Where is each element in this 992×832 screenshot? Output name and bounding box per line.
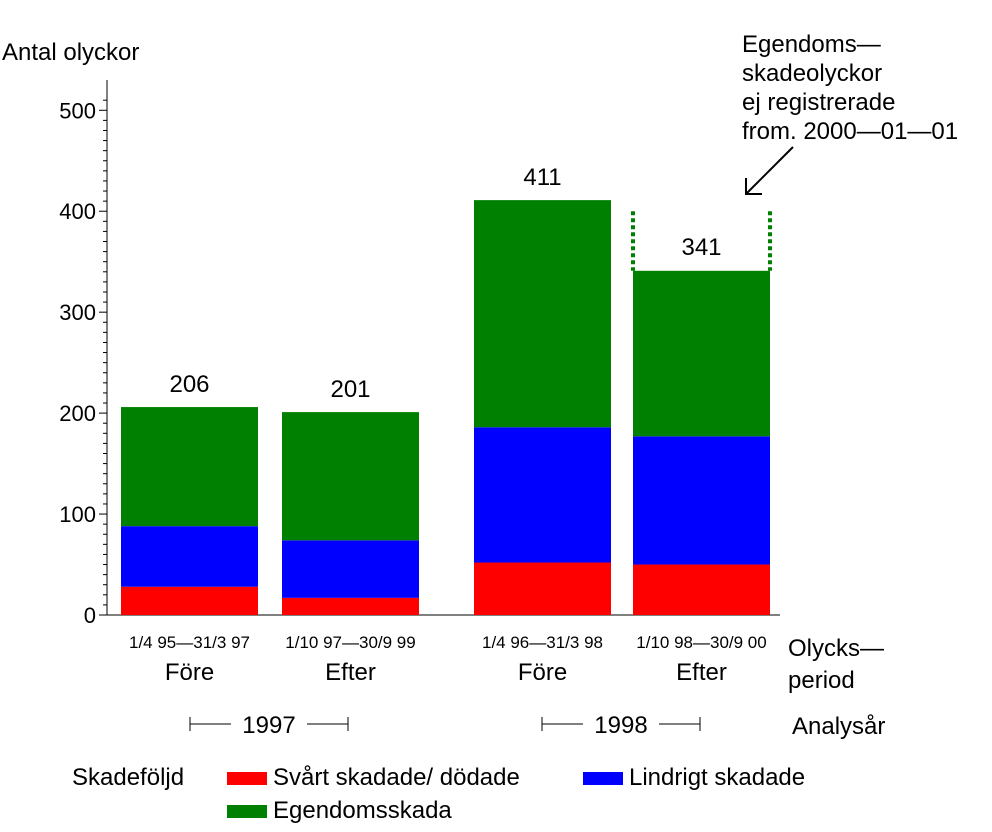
x-period-label: 1/10 97—30/9 99 bbox=[285, 633, 415, 652]
analysis-year-label: 1998 bbox=[594, 712, 647, 739]
bar-segment bbox=[633, 564, 770, 615]
bar-segment bbox=[121, 407, 258, 527]
annotation-text: skadeolyckor bbox=[742, 60, 882, 87]
legend-title: Skadeföljd bbox=[72, 764, 184, 791]
bar-segment bbox=[282, 540, 419, 598]
annotation-text: Egendoms— bbox=[742, 31, 881, 58]
y-tick-label: 200 bbox=[59, 401, 96, 426]
y-tick-label: 500 bbox=[59, 98, 96, 123]
analysis-label: Analysår bbox=[792, 713, 885, 740]
x-period-label: 1/10 98—30/9 00 bbox=[636, 633, 766, 652]
x-axis-labels: 1/4 95—31/3 97 Före 1/10 97—30/9 99 Efter 1/… bbox=[129, 633, 884, 694]
analysis-years: 1997 1998 Analysår bbox=[189, 712, 885, 740]
bar-segment bbox=[474, 200, 611, 428]
legend-swatch bbox=[227, 805, 267, 818]
bar-total-label: 341 bbox=[681, 234, 721, 261]
x-category-label: Före bbox=[165, 659, 214, 686]
annotation-arrowhead bbox=[745, 178, 762, 195]
bar-segment bbox=[474, 562, 611, 615]
bar-totals: 206 201 411 341 bbox=[169, 164, 721, 403]
x-axis-label: period bbox=[788, 667, 855, 694]
x-category-label: Efter bbox=[325, 659, 376, 686]
annotation-text: from. 2000—01—01 bbox=[742, 118, 958, 145]
x-category-label: Efter bbox=[676, 659, 727, 686]
x-period-label: 1/4 96—31/3 98 bbox=[482, 633, 603, 652]
legend: Skadeföljd Svårt skadade/ dödade Lindrigt … bbox=[72, 764, 805, 824]
y-tick-label: 400 bbox=[59, 199, 96, 224]
y-tick-label: 300 bbox=[59, 300, 96, 325]
bar-total-label: 206 bbox=[169, 371, 209, 398]
bars bbox=[121, 200, 772, 615]
bar-segment bbox=[121, 586, 258, 615]
legend-label: Lindrigt skadade bbox=[629, 764, 805, 791]
analysis-year-label: 1997 bbox=[242, 712, 295, 739]
y-tick-label: 100 bbox=[59, 502, 96, 527]
annotation-text: ej registrerade bbox=[742, 89, 895, 116]
bar-segment bbox=[474, 427, 611, 563]
bar-segment bbox=[633, 270, 770, 437]
legend-swatch bbox=[227, 772, 267, 785]
x-category-label: Före bbox=[518, 659, 567, 686]
y-tick-label: 0 bbox=[84, 603, 96, 628]
bar-segment bbox=[633, 436, 770, 565]
legend-swatch bbox=[583, 772, 623, 785]
annotation-arrow bbox=[745, 146, 794, 195]
bar-total-label: 411 bbox=[523, 164, 561, 191]
legend-label: Svårt skadade/ dödade bbox=[273, 764, 520, 791]
bar-total-label: 201 bbox=[330, 376, 370, 403]
y-axis-label: Antal olyckor bbox=[2, 39, 139, 66]
x-period-label: 1/4 95—31/3 97 bbox=[129, 633, 250, 652]
x-axis-label: Olycks— bbox=[788, 635, 884, 662]
legend-label: Egendomsskada bbox=[273, 797, 452, 824]
bar-segment bbox=[121, 526, 258, 587]
bar-segment bbox=[282, 412, 419, 541]
bar-segment bbox=[282, 597, 419, 615]
